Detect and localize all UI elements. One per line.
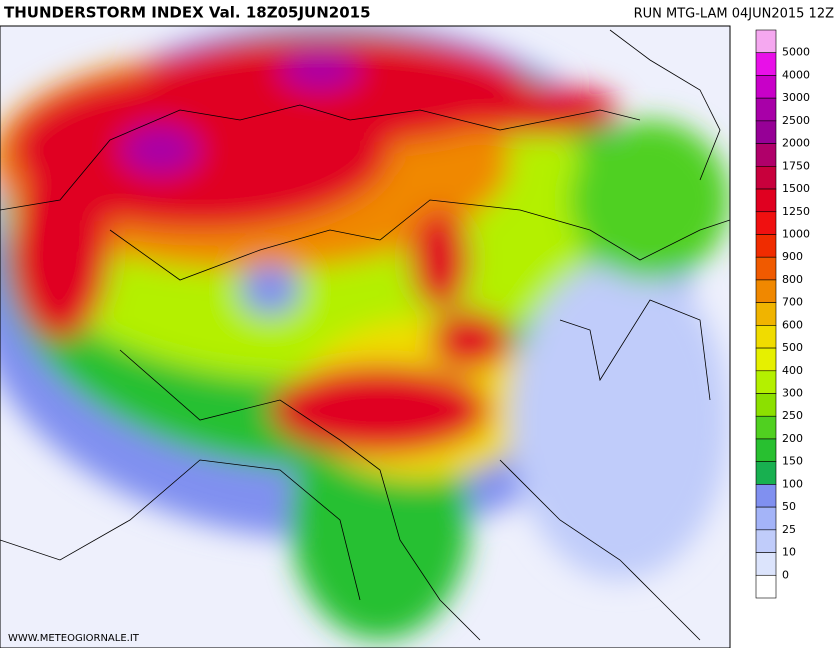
colorbar: 5000400030002500200017501500125010009008… bbox=[755, 29, 810, 599]
colorbar-box bbox=[755, 302, 777, 326]
colorbar-label: 700 bbox=[782, 296, 803, 309]
colorbar-box bbox=[755, 347, 777, 372]
colorbar-box bbox=[755, 120, 777, 144]
colorbar-label: 250 bbox=[782, 409, 803, 422]
colorbar-box bbox=[755, 529, 777, 553]
colorbar-label: 2000 bbox=[782, 137, 810, 150]
colorbar-box bbox=[755, 484, 777, 508]
colorbar-box bbox=[755, 29, 777, 54]
colorbar-label: 50 bbox=[782, 500, 796, 513]
colorbar-label: 400 bbox=[782, 364, 803, 377]
colorbar-box bbox=[755, 188, 777, 213]
colorbar-box bbox=[755, 234, 777, 258]
colorbar-box bbox=[755, 211, 777, 235]
colorbar-box bbox=[755, 97, 777, 122]
colorbar-label: 150 bbox=[782, 455, 803, 468]
borders bbox=[0, 29, 730, 641]
colorbar-box bbox=[755, 461, 777, 485]
colorbar-box bbox=[755, 166, 777, 190]
colorbar-box bbox=[755, 415, 777, 440]
colorbar-label: 1750 bbox=[782, 159, 810, 172]
colorbar-box bbox=[755, 52, 777, 76]
colorbar-label: 2500 bbox=[782, 114, 810, 127]
colorbar-label: 0 bbox=[782, 568, 789, 581]
colorbar-label: 4000 bbox=[782, 68, 810, 81]
colorbar-label: 25 bbox=[782, 523, 796, 536]
colorbar-label: 800 bbox=[782, 273, 803, 286]
colorbar-label: 5000 bbox=[782, 46, 810, 59]
map bbox=[0, 26, 730, 648]
colorbar-label: 500 bbox=[782, 341, 803, 354]
run-label: RUN MTG-LAM 04JUN2015 12Z bbox=[634, 7, 834, 22]
colorbar-label: 1500 bbox=[782, 182, 810, 195]
colorbar-box bbox=[755, 438, 777, 462]
colorbar-label: 1000 bbox=[782, 227, 810, 240]
colorbar-label: 3000 bbox=[782, 91, 810, 104]
colorbar-box bbox=[755, 574, 777, 599]
colorbar-label: 200 bbox=[782, 432, 803, 445]
colorbar-box bbox=[755, 279, 777, 303]
colorbar-box bbox=[755, 506, 777, 531]
colorbar-box bbox=[755, 256, 777, 281]
colorbar-label: 10 bbox=[782, 546, 796, 559]
colorbar-label: 100 bbox=[782, 477, 803, 490]
website: WWW.METEOGIORNALE.IT bbox=[8, 633, 140, 644]
colorbar-box bbox=[755, 393, 777, 417]
colorbar-label: 900 bbox=[782, 250, 803, 263]
colorbar-label: 300 bbox=[782, 387, 803, 400]
colorbar-box bbox=[755, 325, 777, 349]
title: THUNDERSTORM INDEX Val. 18Z05JUN2015 bbox=[4, 4, 371, 22]
colorbar-box bbox=[755, 370, 777, 394]
colorbar-box bbox=[755, 552, 777, 576]
colorbar-box bbox=[755, 143, 777, 167]
colorbar-label: 600 bbox=[782, 318, 803, 331]
colorbar-box bbox=[755, 75, 777, 99]
colorbar-label: 1250 bbox=[782, 205, 810, 218]
